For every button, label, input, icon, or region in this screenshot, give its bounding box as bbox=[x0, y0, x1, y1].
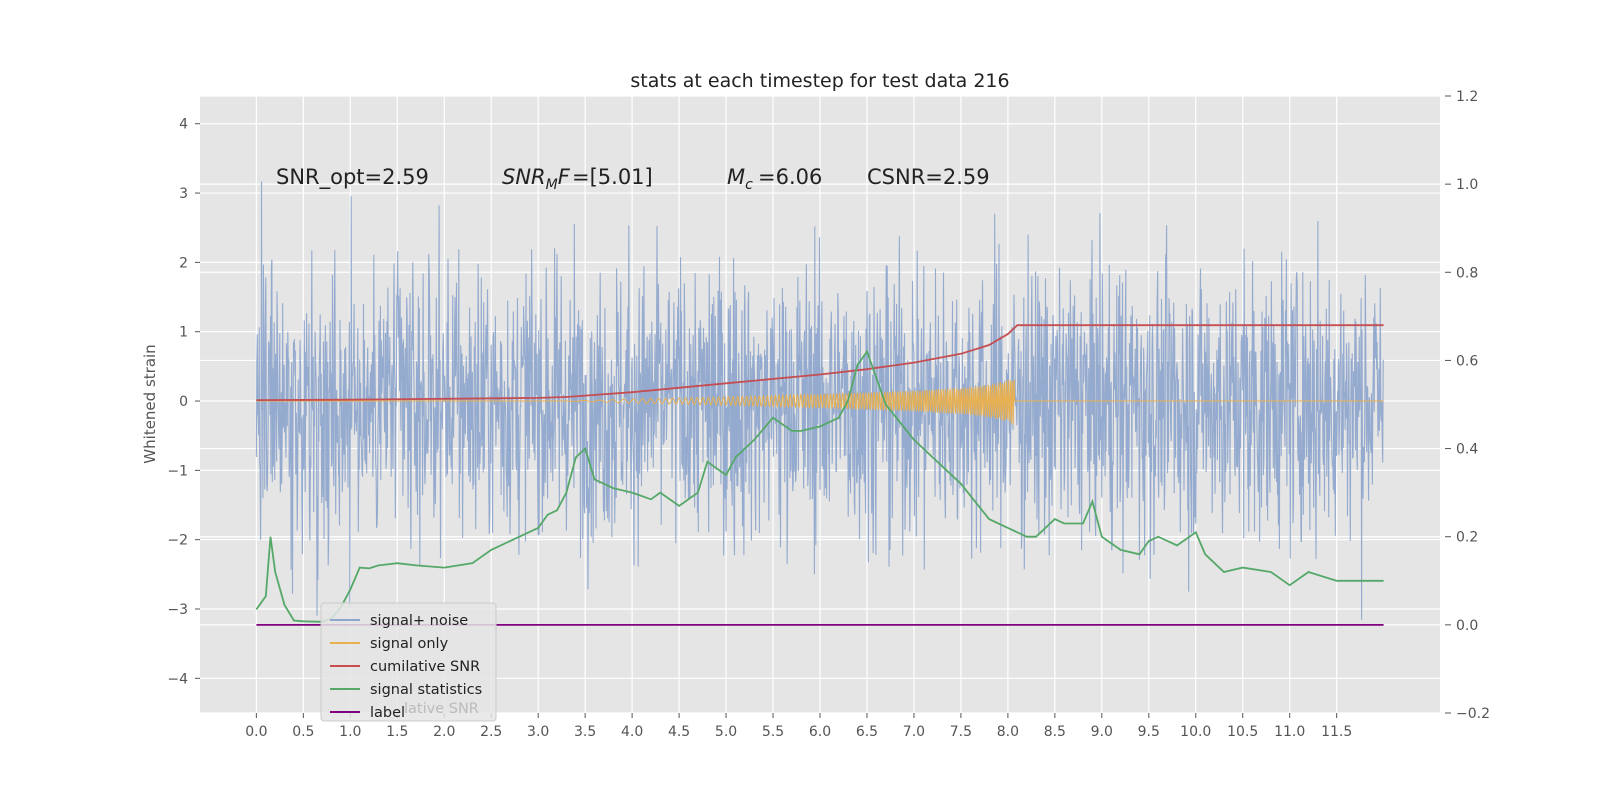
y2-tick-label-0: 1.2 bbox=[1456, 89, 1478, 105]
x-tick-label-15: 7.5 bbox=[950, 724, 972, 740]
annotation-mc-value: =6.06 bbox=[758, 165, 822, 189]
series-signal-only bbox=[256, 379, 1384, 425]
y-tick-label-8: −4 bbox=[167, 671, 188, 687]
legend: lative SNR signal+ noise signal only cumil… bbox=[320, 602, 497, 722]
x-tick-label-23: 11.5 bbox=[1321, 724, 1352, 740]
annotation-snr-mf-symbol: SNRMF bbox=[502, 165, 571, 193]
x-tick-label-4: 2.0 bbox=[433, 724, 455, 740]
y2-tick-label-3: 0.6 bbox=[1456, 353, 1478, 369]
legend-label-3: signal statistics bbox=[370, 682, 482, 698]
y-tick-label-7: −3 bbox=[167, 602, 188, 618]
x-tick-label-10: 5.0 bbox=[715, 724, 737, 740]
x-tick-label-8: 4.0 bbox=[621, 724, 643, 740]
x-tick-label-21: 10.5 bbox=[1227, 724, 1258, 740]
x-tick-label-7: 3.5 bbox=[574, 724, 596, 740]
legend-label-2: cumilative SNR bbox=[370, 659, 480, 675]
x-tick-label-2: 1.0 bbox=[339, 724, 361, 740]
annotation-snr-mf-value: =[5.01] bbox=[572, 165, 653, 189]
y-tick-label-3: 1 bbox=[179, 325, 188, 341]
y-axis-label: Whitened strain bbox=[141, 344, 159, 463]
legend-label-0: signal+ noise bbox=[370, 613, 468, 629]
legend-label-4: label bbox=[370, 705, 405, 721]
legend-hidden-text: lative SNR bbox=[404, 701, 479, 717]
x-tick-label-11: 5.5 bbox=[762, 724, 784, 740]
y2-axis-ticks: 1.2 1.0 0.8 0.6 0.4 0.2 0.0 −0.2 bbox=[1445, 89, 1490, 722]
y-tick-label-6: −2 bbox=[167, 533, 188, 549]
x-tick-label-5: 2.5 bbox=[480, 724, 502, 740]
y2-tick-label-2: 0.8 bbox=[1456, 265, 1478, 281]
legend-box bbox=[320, 602, 497, 722]
annotation-snr-opt: SNR_opt=2.59 bbox=[276, 165, 429, 190]
series-line-3 bbox=[255, 349, 1384, 623]
legend-items: signal+ noise signal only cumilative SNR si… bbox=[330, 613, 482, 721]
x-tick-label-18: 9.0 bbox=[1091, 724, 1113, 740]
annotation-snr-mf: SNRMF =[5.01] bbox=[502, 165, 653, 193]
chart-title: stats at each timestep for test data 216 bbox=[630, 70, 1009, 92]
x-tick-label-14: 7.0 bbox=[903, 724, 925, 740]
series-signal-noise bbox=[255, 181, 1385, 621]
signal-only-line bbox=[256, 379, 1384, 425]
y2-tick-label-4: 0.4 bbox=[1456, 442, 1478, 458]
y-tick-label-1: 3 bbox=[179, 186, 188, 202]
y2-tick-label-5: 0.2 bbox=[1456, 530, 1478, 546]
y-tick-label-0: 4 bbox=[179, 117, 188, 133]
x-tick-label-1: 0.5 bbox=[292, 724, 314, 740]
x-tick-label-12: 6.0 bbox=[809, 724, 831, 740]
y2-tick-label-1: 1.0 bbox=[1456, 177, 1478, 193]
x-tick-label-22: 11.0 bbox=[1274, 724, 1305, 740]
y-tick-label-2: 2 bbox=[179, 255, 188, 271]
y-tick-label-5: −1 bbox=[167, 463, 188, 479]
legend-label-1: signal only bbox=[370, 636, 449, 652]
y2-tick-label-6: 0.0 bbox=[1456, 618, 1478, 634]
x-tick-label-3: 1.5 bbox=[386, 724, 408, 740]
series-line-2 bbox=[256, 324, 1384, 401]
x-axis-ticks: 0.0 0.5 1.0 1.5 2.0 2.5 3.0 3.5 4.0 4.5 5.0 5.5 6.0 6… bbox=[245, 713, 1352, 740]
annotation-mc: Mc =6.06 bbox=[727, 165, 822, 193]
x-tick-label-20: 10.0 bbox=[1180, 724, 1211, 740]
x-tick-label-9: 4.5 bbox=[668, 724, 690, 740]
x-tick-label-17: 8.5 bbox=[1044, 724, 1066, 740]
y-tick-label-4: 0 bbox=[179, 394, 188, 410]
x-tick-label-19: 9.5 bbox=[1138, 724, 1160, 740]
x-tick-label-13: 6.5 bbox=[856, 724, 878, 740]
signal-noise-line bbox=[255, 181, 1385, 621]
annotation-csnr: CSNR=2.59 bbox=[867, 165, 990, 189]
x-tick-label-6: 3.0 bbox=[527, 724, 549, 740]
y2-tick-label-7: −0.2 bbox=[1456, 706, 1490, 722]
x-tick-label-16: 8.0 bbox=[997, 724, 1019, 740]
y-axis-ticks: 4 3 2 1 0 −1 −2 −3 −4 bbox=[167, 117, 200, 687]
x-tick-label-0: 0.0 bbox=[245, 724, 267, 740]
